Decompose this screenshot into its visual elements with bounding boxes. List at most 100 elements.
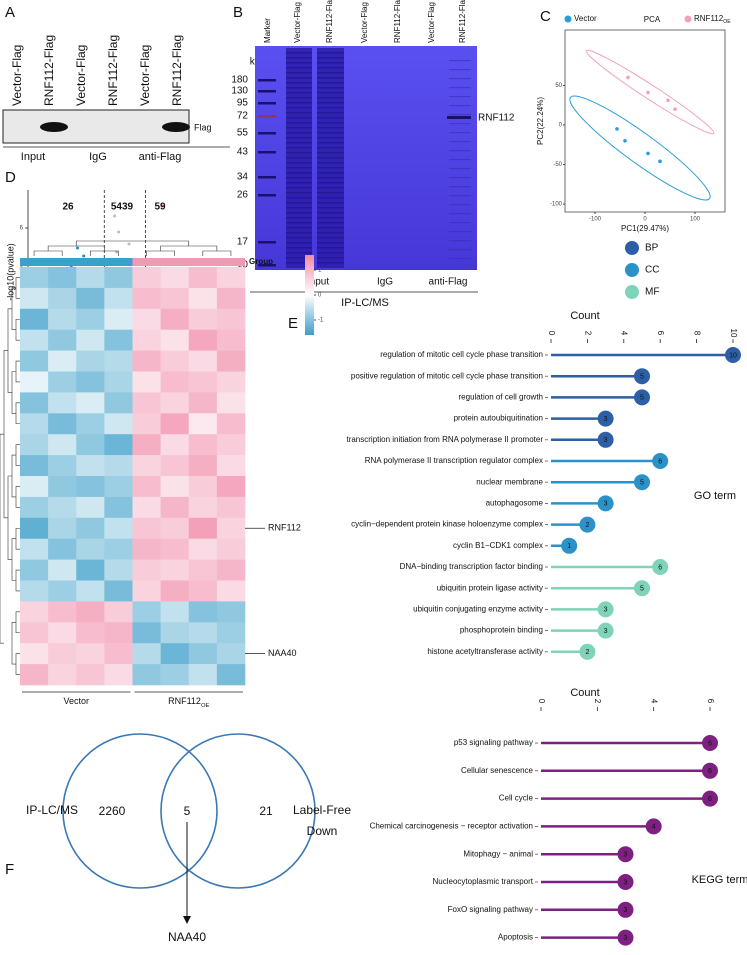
marker-label: 72 xyxy=(237,111,249,122)
dendrogram xyxy=(11,371,16,414)
point xyxy=(623,138,627,143)
category-label: RNA polymerase II transcription regulato… xyxy=(365,456,543,465)
marker-label: 95 xyxy=(237,98,249,109)
gel-band xyxy=(286,117,312,119)
heatmap-cell xyxy=(160,329,190,351)
heatmap-cell xyxy=(20,476,49,498)
gel-band xyxy=(286,177,312,179)
marker-label: 26 xyxy=(237,190,249,201)
heatmap-cell xyxy=(104,538,133,560)
row-label: RNF112 xyxy=(268,523,301,533)
gel-band xyxy=(317,102,344,104)
gel-band xyxy=(317,192,344,194)
arrow-head xyxy=(183,916,191,924)
lollipop-head xyxy=(597,431,614,448)
heatmap-cell xyxy=(20,287,49,310)
category-label: Chemical carcinogenesis − receptor activ… xyxy=(370,822,533,831)
heatmap-cell xyxy=(132,496,161,519)
heatmap-cell xyxy=(216,434,246,456)
method-label: IP-LC/MS xyxy=(341,297,389,309)
colorbar-label: 0 xyxy=(318,293,322,299)
heatmap-cell xyxy=(160,664,190,686)
x-tick-label: 2 xyxy=(593,699,602,704)
gel-band xyxy=(317,122,344,124)
gel-band xyxy=(286,182,312,184)
heatmap-cell xyxy=(132,664,161,686)
gel-band xyxy=(449,87,471,89)
heatmap-cell xyxy=(104,434,133,456)
lollipop-head xyxy=(617,929,634,946)
heatmap-cell xyxy=(76,413,105,435)
category-label: p53 signaling pathway xyxy=(454,738,533,747)
dendrogram xyxy=(15,318,20,341)
panel-label: C xyxy=(540,8,551,25)
heatmap-cell xyxy=(76,455,105,477)
heatmap-cell xyxy=(20,496,49,519)
heatmap-cell xyxy=(216,601,246,623)
legend-swatch xyxy=(625,241,639,255)
heatmap-cell xyxy=(160,517,190,539)
gel-band xyxy=(286,242,312,244)
heatmap-cell xyxy=(132,350,161,372)
value-label: 3 xyxy=(604,416,608,423)
gel-band xyxy=(449,114,471,116)
heatmap-cell xyxy=(104,267,133,289)
heatmap-cell xyxy=(188,476,218,498)
heatmap-cell xyxy=(20,580,49,602)
gel-band xyxy=(286,107,312,109)
marker-label: 17 xyxy=(237,237,249,248)
heatmap-cell xyxy=(160,496,190,519)
marker-label: 55 xyxy=(237,128,249,139)
value-label: 6 xyxy=(708,740,712,747)
category-label: Apoptosis xyxy=(498,933,533,942)
heatmap-cell xyxy=(104,392,133,414)
heatmap-cell xyxy=(48,538,77,560)
point xyxy=(615,127,619,131)
marker-band xyxy=(258,151,276,154)
gel-band xyxy=(286,122,312,124)
point xyxy=(82,254,86,258)
heatmap-cell xyxy=(160,622,190,644)
lollipop-head xyxy=(579,516,596,533)
value-label: 2 xyxy=(585,522,589,529)
band-label: Flag xyxy=(194,122,212,132)
heatmap-cell xyxy=(104,643,133,665)
heatmap-cell xyxy=(216,476,246,498)
dendrogram xyxy=(3,350,8,519)
heatmap-cell xyxy=(20,622,49,644)
gel-band xyxy=(317,197,344,199)
heatmap-cell xyxy=(160,413,190,435)
heatmap-cell xyxy=(188,350,218,372)
value-label: 3 xyxy=(624,935,628,942)
gel-band xyxy=(449,132,471,134)
x-tick-label: 4 xyxy=(650,699,659,704)
heatmap-cell xyxy=(132,371,161,393)
value-label: 3 xyxy=(624,852,628,859)
gel-band xyxy=(449,150,471,152)
y-axis-title: PC2(22.24%) xyxy=(536,97,545,145)
gel-band xyxy=(286,197,312,199)
lollipop-head xyxy=(579,643,596,660)
heatmap-cell xyxy=(20,517,49,539)
y-tick-label: -100 xyxy=(550,202,563,208)
marker-label: 43 xyxy=(237,147,249,158)
label-subscript: OE xyxy=(723,19,731,25)
x-tick-label: 0 xyxy=(547,331,556,336)
heatmap-cell xyxy=(76,580,105,602)
gel-band xyxy=(317,167,344,169)
gel-band xyxy=(449,177,471,179)
axis-label: KEGG term xyxy=(692,874,747,886)
heatmap-cell xyxy=(20,267,49,289)
point xyxy=(646,90,650,95)
heatmap-cell xyxy=(160,601,190,623)
category-label: Nucleocytoplasmic transport xyxy=(433,877,534,886)
arrow-label: NAA40 xyxy=(168,930,206,944)
legend-label: RNF112OE xyxy=(694,14,731,25)
heatmap-cell xyxy=(188,434,218,456)
gel-band xyxy=(286,202,312,204)
value-label: 5 xyxy=(640,374,644,381)
heatmap-cell xyxy=(132,455,161,477)
lollipop-head xyxy=(597,622,614,639)
category-label: regulation of mitotic cell cycle phase t… xyxy=(380,350,543,359)
heatmap-cell xyxy=(76,601,105,623)
